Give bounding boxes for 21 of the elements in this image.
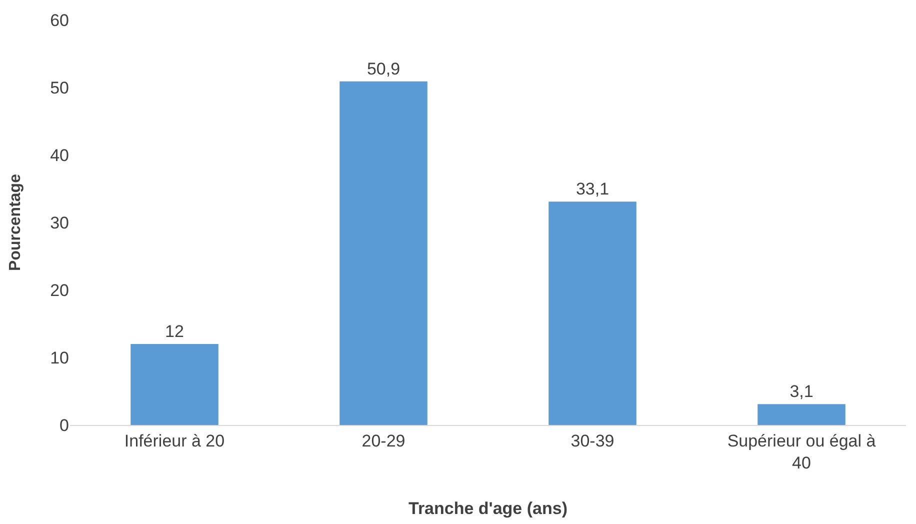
y-tick-label: 0 xyxy=(60,416,69,435)
data-label: 3,1 xyxy=(790,382,814,402)
bar xyxy=(130,344,218,425)
x-tick-label: 20-29 xyxy=(362,431,406,450)
data-label: 33,1 xyxy=(576,180,610,199)
x-tick-label: 30-39 xyxy=(570,431,614,450)
bar xyxy=(758,404,846,425)
data-label: 12 xyxy=(165,322,184,341)
y-tick-label: 50 xyxy=(50,78,69,98)
x-tick-label: Inférieur à 20 xyxy=(124,431,225,450)
y-tick-label: 30 xyxy=(50,213,69,232)
y-tick-label: 60 xyxy=(50,10,69,30)
y-tick-label: 10 xyxy=(50,348,69,368)
y-axis-title: Pourcentage xyxy=(6,174,24,271)
bar xyxy=(340,81,428,425)
x-axis-title: Tranche d'age (ans) xyxy=(408,498,568,518)
bar xyxy=(548,202,636,425)
data-label: 50,9 xyxy=(366,59,400,78)
x-tick-label: Supérieur ou égal à 40 xyxy=(727,431,876,472)
y-tick-label: 20 xyxy=(50,280,69,300)
y-tick-label: 40 xyxy=(50,146,69,165)
